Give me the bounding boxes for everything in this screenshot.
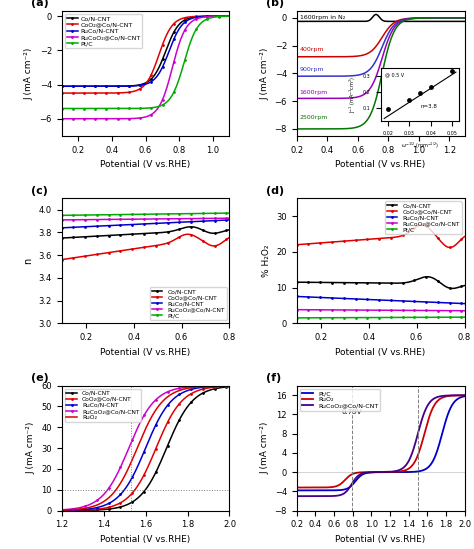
X-axis label: Potential (V vs.RHE): Potential (V vs.RHE) bbox=[336, 535, 426, 544]
Text: 1600rpm: 1600rpm bbox=[300, 90, 328, 95]
Legend: Co/N-CNT, CoO₂@Co/N-CNT, RuCo/N-CNT, RuCoO₂@Co/N-CNT, Pt/C: Co/N-CNT, CoO₂@Co/N-CNT, RuCo/N-CNT, RuC… bbox=[385, 201, 462, 234]
X-axis label: Potential (V vs.RHE): Potential (V vs.RHE) bbox=[336, 160, 426, 169]
Y-axis label: n: n bbox=[23, 257, 33, 264]
X-axis label: Potential (V vs.RHE): Potential (V vs.RHE) bbox=[100, 160, 191, 169]
Text: 400rpm: 400rpm bbox=[300, 47, 324, 52]
Text: 1600rpm in N₂: 1600rpm in N₂ bbox=[300, 15, 345, 20]
Text: (e): (e) bbox=[31, 373, 49, 383]
Y-axis label: J (mA cm⁻²): J (mA cm⁻²) bbox=[27, 422, 36, 474]
Y-axis label: J (mA cm⁻²): J (mA cm⁻²) bbox=[25, 47, 34, 99]
Legend: Pt/C, RuO₂, RuCoO₂@Co/N-CNT: Pt/C, RuO₂, RuCoO₂@Co/N-CNT bbox=[300, 389, 380, 411]
Y-axis label: J (mA cm⁻²): J (mA cm⁻²) bbox=[260, 422, 269, 474]
Text: (d): (d) bbox=[266, 186, 284, 196]
X-axis label: Potential (V vs.RHE): Potential (V vs.RHE) bbox=[336, 348, 426, 356]
Legend: Co/N-CNT, CoO₂@Co/N-CNT, RuCo/N-CNT, RuCoO₂@Co/N-CNT, RuO₂: Co/N-CNT, CoO₂@Co/N-CNT, RuCo/N-CNT, RuC… bbox=[64, 389, 141, 422]
Legend: Co/N-CNT, CoO₂@Co/N-CNT, RuCo/N-CNT, RuCoO₂@Co/N-CNT, Pt/C: Co/N-CNT, CoO₂@Co/N-CNT, RuCo/N-CNT, RuC… bbox=[150, 287, 227, 320]
Text: 2500rpm: 2500rpm bbox=[300, 115, 328, 120]
X-axis label: Potential (V vs.RHE): Potential (V vs.RHE) bbox=[100, 348, 191, 356]
Text: (f): (f) bbox=[266, 373, 282, 383]
X-axis label: Potential (V vs.RHE): Potential (V vs.RHE) bbox=[100, 535, 191, 544]
Y-axis label: % H₂O₂: % H₂O₂ bbox=[262, 244, 271, 277]
Legend: Co/N-CNT, CoO₂@Co/N-CNT, RuCo/N-CNT, RuCoO₂@Co/N-CNT, Pt/C: Co/N-CNT, CoO₂@Co/N-CNT, RuCo/N-CNT, RuC… bbox=[65, 14, 143, 48]
Text: (c): (c) bbox=[31, 186, 48, 196]
Text: 0.79V: 0.79V bbox=[341, 410, 362, 416]
Y-axis label: J (mA cm⁻²): J (mA cm⁻²) bbox=[260, 47, 269, 99]
Text: 900rpm: 900rpm bbox=[300, 66, 324, 72]
Text: (a): (a) bbox=[31, 0, 49, 8]
Text: (b): (b) bbox=[266, 0, 284, 8]
